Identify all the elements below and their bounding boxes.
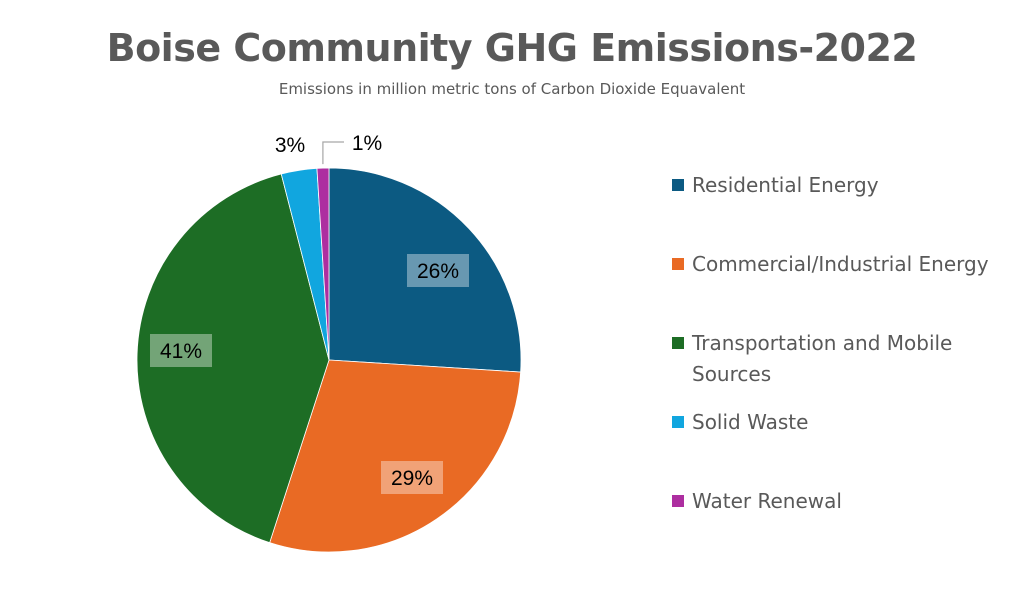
legend-swatch (672, 179, 684, 191)
data-label-box-commercial-industrial-energy (381, 461, 443, 494)
legend-label: Solid Waste (692, 410, 809, 434)
pie-slice-transportation-and-mobile-sources (136, 173, 330, 544)
chart-subtitle: Emissions in million metric tons of Carb… (278, 80, 746, 98)
pie-slice-residential-energy (328, 167, 522, 373)
pie-slice-commercial-industrial-energy (269, 359, 522, 553)
data-label-box-transportation-and-mobile-sources (150, 334, 212, 367)
legend-swatch (672, 416, 684, 428)
legend-label: Residential Energy (692, 173, 879, 197)
chart-title: Boise Community GHG Emissions-2022 (106, 26, 918, 70)
legend-swatch (672, 258, 684, 270)
legend-swatch (672, 337, 684, 349)
data-label-transportation-and-mobile-sources: 41% (160, 340, 202, 363)
legend-label: Commercial/Industrial Energy (692, 252, 989, 276)
pie-slice-water-renewal (316, 167, 330, 361)
data-label-commercial-industrial-energy: 29% (391, 467, 433, 490)
data-label-solid-waste: 3% (275, 134, 305, 157)
leader-line-water-renewal (322, 141, 344, 165)
legend-label: Water Renewal (692, 489, 842, 513)
legend-label: Transportation and Mobile Sources (692, 331, 953, 386)
data-label-residential-energy: 26% (417, 260, 459, 283)
data-label-box-residential-energy (407, 254, 469, 287)
data-label-water-renewal: 1% (352, 132, 382, 155)
legend-swatch (672, 495, 684, 507)
